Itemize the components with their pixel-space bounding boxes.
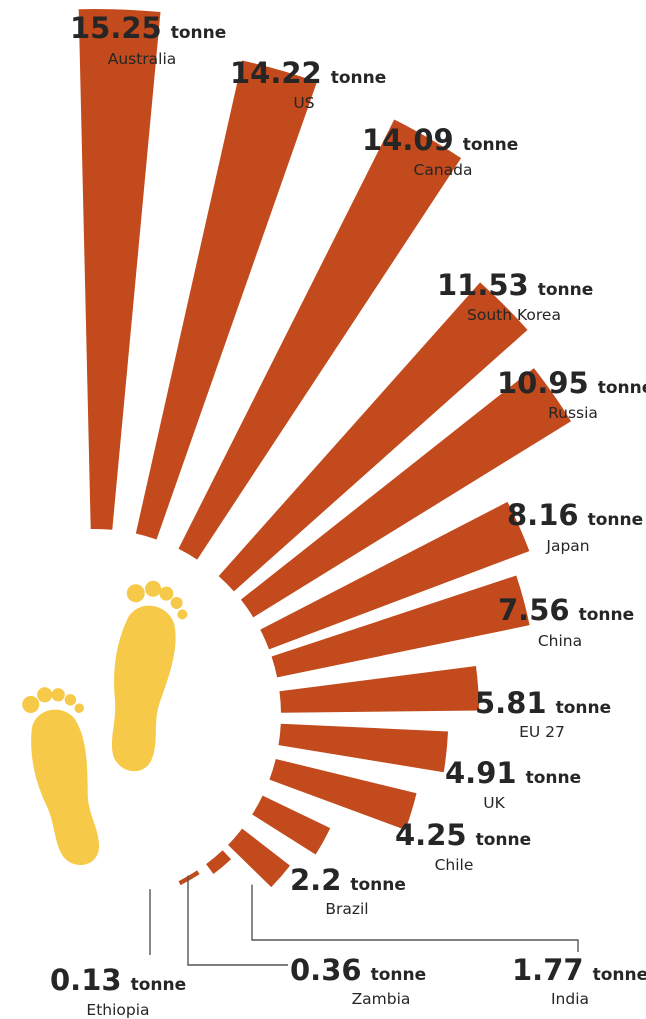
value-label: 8.16 tonne <box>507 498 643 532</box>
value-label: 5.81 tonne <box>475 686 611 720</box>
value-label: 2.2 tonne <box>290 863 406 897</box>
bar-brazil <box>252 795 331 855</box>
value-label: 10.95tonne <box>497 366 646 400</box>
country-label: South Korea <box>467 306 561 324</box>
country-label: Russia <box>548 404 598 422</box>
country-label: UK <box>483 794 505 812</box>
bar-japan <box>260 501 530 650</box>
bar-uk <box>278 723 449 773</box>
value-label: 1.77 tonne <box>512 953 646 987</box>
leader-lines <box>149 875 579 966</box>
leader-line <box>251 884 579 952</box>
country-label: EU 27 <box>519 723 565 741</box>
bar-ethiopia <box>178 870 200 886</box>
leader-line <box>187 875 288 966</box>
value-label: 14.09 tonne <box>362 123 518 157</box>
bar-us <box>135 60 317 540</box>
bars-group <box>78 9 572 888</box>
bar-canada <box>178 119 462 560</box>
country-label: India <box>551 990 589 1008</box>
bar-south-korea <box>218 282 528 592</box>
bar-eu-27 <box>279 666 480 713</box>
bar-russia <box>240 368 572 618</box>
value-label: 0.13 tonne <box>50 963 186 997</box>
bar-australia <box>78 9 161 530</box>
footprint <box>22 687 99 865</box>
footprint <box>111 580 188 772</box>
country-label: Brazil <box>325 900 368 918</box>
value-label: 11.53 tonne <box>437 268 593 302</box>
value-label: 14.22 tonne <box>230 56 386 90</box>
value-label: 0.36 tonne <box>290 953 426 987</box>
bar-chile <box>269 758 417 830</box>
country-label: Canada <box>414 161 473 179</box>
value-label: 4.25 tonne <box>395 818 531 852</box>
country-label: Japan <box>545 537 589 555</box>
country-label: Chile <box>435 856 474 874</box>
footprints-icon <box>22 580 188 865</box>
country-label: Australia <box>108 50 177 68</box>
value-label: 7.56 tonne <box>498 593 634 627</box>
bar-india <box>228 828 290 888</box>
bar-china <box>271 575 530 678</box>
labels-group: 15.25 tonne Australia 14.22 tonne US 14.09 tonn… <box>50 11 646 1019</box>
country-label: China <box>538 632 582 650</box>
country-label: Ethiopia <box>86 1001 149 1019</box>
country-label: Zambia <box>352 990 411 1008</box>
value-label: 4.91 tonne <box>445 756 581 790</box>
bar-zambia <box>206 850 232 875</box>
value-label: 15.25 tonne <box>70 11 226 45</box>
country-label: US <box>293 94 314 112</box>
